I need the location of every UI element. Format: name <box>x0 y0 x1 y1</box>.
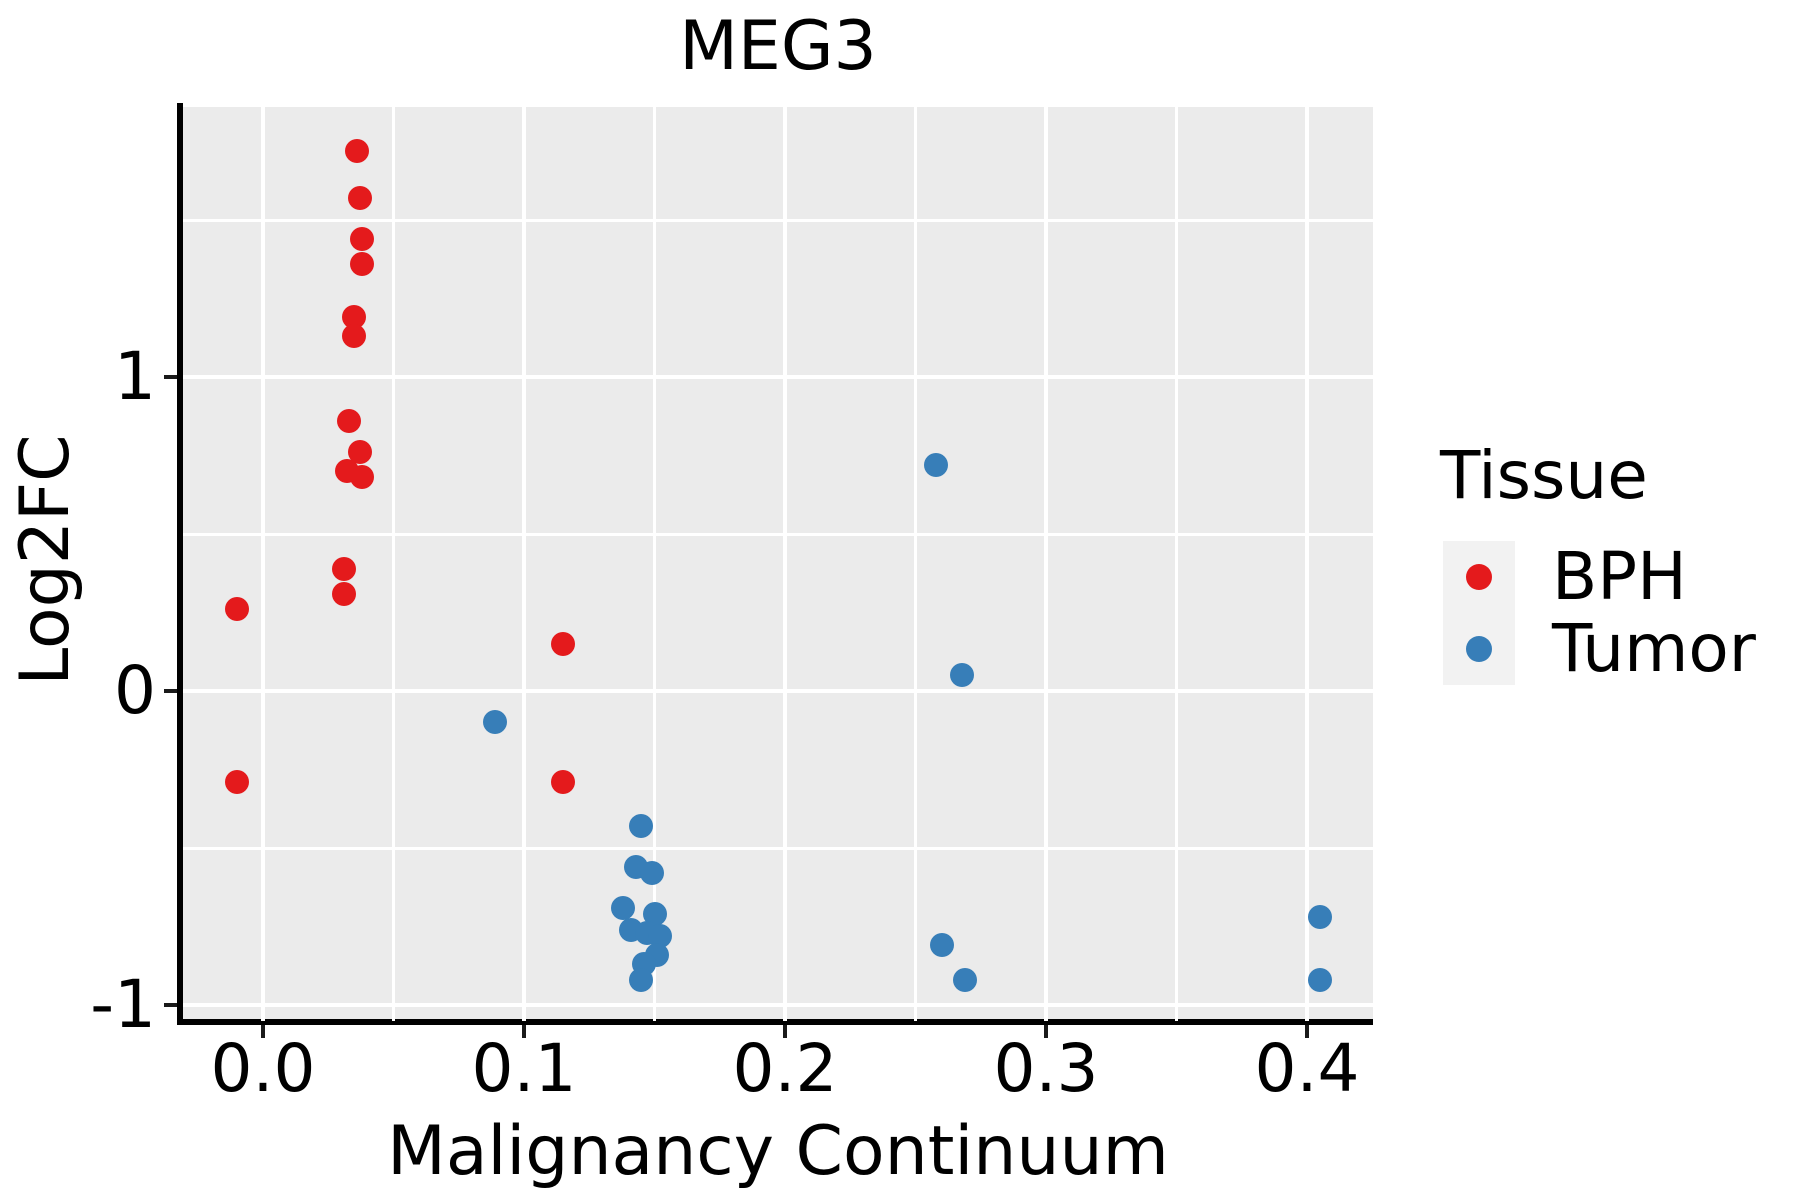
y-axis-tick <box>164 689 177 693</box>
tumor-data-point <box>1308 967 1333 992</box>
bph-data-point <box>350 226 375 251</box>
y-major-gridline <box>183 375 1373 379</box>
bph-data-point <box>551 770 576 795</box>
x-axis-tick <box>1044 1025 1048 1038</box>
tumor-data-point <box>1308 905 1333 930</box>
x-axis-tick-label: 0.1 <box>471 1030 577 1107</box>
x-minor-gridline <box>1175 107 1178 1021</box>
x-minor-gridline <box>914 107 917 1021</box>
x-minor-gridline <box>653 107 656 1021</box>
y-major-gridline <box>183 689 1373 693</box>
legend-key-tumor <box>1443 613 1515 685</box>
y-minor-gridline <box>183 846 1373 850</box>
x-axis-tick <box>783 1025 787 1038</box>
y-axis-tick-label: -1 <box>90 966 156 1043</box>
tumor-data-point <box>611 895 636 920</box>
bph-data-point <box>337 408 362 433</box>
tumor-data-point <box>924 452 949 477</box>
y-axis-tick <box>164 375 177 379</box>
y-axis-title: Log2FC <box>6 434 85 686</box>
x-major-gridline <box>261 107 265 1021</box>
y-axis-tick <box>164 1003 177 1007</box>
plot-panel <box>183 107 1373 1021</box>
bph-data-point <box>350 251 375 276</box>
x-major-gridline <box>1305 107 1309 1021</box>
y-minor-gridline <box>183 532 1373 536</box>
bph-data-point <box>347 186 372 211</box>
y-major-gridline <box>183 1003 1373 1007</box>
x-major-gridline <box>1044 107 1048 1021</box>
y-axis-line <box>177 103 183 1025</box>
x-major-gridline <box>783 107 787 1021</box>
tumor-point-icon <box>1466 636 1492 662</box>
legend-key-bph <box>1443 541 1515 613</box>
tumor-data-point <box>629 814 654 839</box>
x-axis-tick-label: 0.4 <box>1254 1030 1360 1107</box>
x-axis-tick-label: 0.0 <box>210 1030 316 1107</box>
x-axis-tick <box>261 1025 265 1038</box>
bph-data-point <box>331 556 356 581</box>
x-axis-title: Malignancy Continuum <box>387 1112 1169 1191</box>
x-axis-line <box>177 1019 1373 1025</box>
plot-title: MEG3 <box>679 7 877 86</box>
bph-data-point <box>224 597 249 622</box>
x-minor-gridline <box>392 107 395 1021</box>
y-minor-gridline <box>183 218 1373 222</box>
legend-label-bph: BPH <box>1552 538 1687 615</box>
y-axis-tick-label: 0 <box>114 652 156 729</box>
x-axis-tick-label: 0.2 <box>732 1030 838 1107</box>
legend-item-tumor: Tumor <box>1443 613 1756 685</box>
tumor-data-point <box>929 933 954 958</box>
bph-data-point <box>342 324 367 349</box>
bph-data-point <box>350 465 375 490</box>
tumor-data-point <box>953 967 978 992</box>
bph-data-point <box>331 581 356 606</box>
tumor-data-point <box>483 710 508 735</box>
bph-data-point <box>551 631 576 656</box>
tumor-data-point <box>639 861 664 886</box>
x-axis-tick-label: 0.3 <box>993 1030 1099 1107</box>
tumor-data-point <box>950 663 975 688</box>
x-axis-tick <box>522 1025 526 1038</box>
legend-item-bph: BPH <box>1443 541 1756 613</box>
x-axis-tick <box>1305 1025 1309 1038</box>
tumor-data-point <box>629 967 654 992</box>
x-major-gridline <box>522 107 526 1021</box>
bph-data-point <box>224 770 249 795</box>
legend-label-tumor: Tumor <box>1552 610 1756 687</box>
bph-point-icon <box>1466 564 1492 590</box>
bph-data-point <box>344 138 369 163</box>
y-axis-tick-label: 1 <box>114 338 156 415</box>
legend: Tissue BPH Tumor <box>1440 437 1756 685</box>
legend-title: Tissue <box>1440 437 1648 514</box>
